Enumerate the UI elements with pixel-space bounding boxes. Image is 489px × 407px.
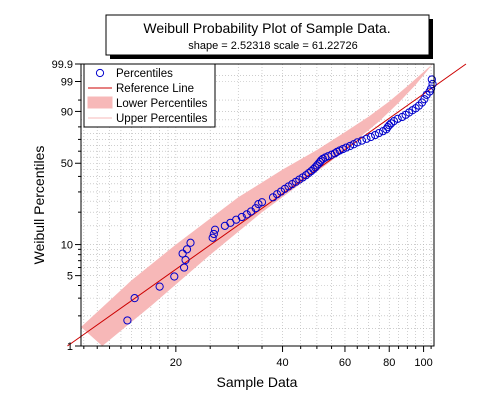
legend-frame bbox=[83, 63, 216, 128]
data-point bbox=[123, 316, 132, 325]
data-point bbox=[182, 245, 192, 254]
y-tick-label: 10 bbox=[61, 240, 73, 252]
data-point bbox=[179, 263, 189, 272]
legend-marker-percentiles bbox=[95, 68, 105, 78]
legend-label-reference-line: Reference Line bbox=[116, 83, 194, 95]
data-point bbox=[345, 141, 355, 151]
plot-frame bbox=[80, 63, 435, 347]
data-point bbox=[242, 210, 251, 219]
plot-area: 20 40 60 80 100 1 5 10 50 90 99 99.9 bbox=[52, 59, 467, 369]
y-tick-label: 5 bbox=[67, 271, 73, 283]
y-tick-label: 1 bbox=[67, 341, 73, 353]
data-point bbox=[385, 121, 394, 130]
x-tick-label: 60 bbox=[339, 357, 351, 369]
data-point bbox=[393, 114, 402, 123]
reference-line bbox=[67, 63, 467, 347]
legend-label-upper-percentiles: Upper Percentiles bbox=[116, 113, 208, 125]
data-point bbox=[301, 171, 311, 180]
data-point bbox=[387, 119, 396, 128]
y-axis-title: Weibull Percentiles bbox=[31, 146, 47, 265]
chart-subtitle: shape = 2.52318 scale = 61.22726 bbox=[188, 40, 357, 52]
data-points bbox=[123, 75, 437, 325]
x-axis-title: Sample Data bbox=[217, 374, 298, 390]
data-point bbox=[170, 272, 179, 281]
data-point bbox=[178, 249, 187, 258]
data-point bbox=[304, 169, 313, 178]
data-point bbox=[130, 294, 139, 303]
data-point bbox=[342, 143, 351, 152]
data-point bbox=[209, 229, 218, 239]
data-point bbox=[237, 212, 246, 222]
data-point bbox=[357, 136, 367, 145]
title-box-frame bbox=[105, 14, 430, 56]
data-point bbox=[362, 134, 371, 143]
data-point bbox=[427, 75, 436, 84]
y-tick-label: 50 bbox=[61, 158, 73, 170]
x-tick-label: 20 bbox=[170, 357, 182, 369]
x-tick-label: 40 bbox=[276, 357, 288, 369]
legend-label-percentiles: Percentiles bbox=[116, 68, 173, 80]
x-axis-ticks: 20 40 60 80 100 bbox=[83, 346, 433, 369]
data-point bbox=[420, 95, 429, 104]
data-point bbox=[317, 156, 326, 165]
grid bbox=[81, 63, 434, 346]
data-point bbox=[374, 128, 383, 138]
data-point bbox=[366, 132, 375, 142]
y-tick-label: 99 bbox=[61, 77, 73, 89]
x-tick-label: 100 bbox=[414, 357, 432, 369]
data-point bbox=[155, 282, 164, 291]
data-point bbox=[330, 149, 339, 158]
data-point bbox=[186, 238, 195, 247]
data-point bbox=[353, 138, 362, 147]
title-box: Weibull Probability Plot of Sample Data.… bbox=[105, 14, 433, 59]
data-point bbox=[257, 198, 267, 207]
legend-label-lower-percentiles: Lower Percentiles bbox=[116, 98, 208, 110]
legend-marker-lower-percentiles bbox=[87, 96, 113, 109]
chart-title: Weibull Probability Plot of Sample Data. bbox=[143, 20, 390, 36]
data-point bbox=[428, 79, 437, 89]
legend: Percentiles Reference Line Lower Percent… bbox=[83, 63, 216, 128]
y-tick-label: 99.9 bbox=[52, 59, 73, 71]
data-point bbox=[318, 154, 328, 163]
y-tick-label: 90 bbox=[61, 106, 73, 118]
data-point bbox=[208, 233, 217, 242]
y-axis-ticks: 1 5 10 50 90 99 99.9 bbox=[52, 59, 81, 353]
data-point bbox=[426, 84, 436, 93]
data-point bbox=[210, 225, 220, 234]
x-tick-label: 80 bbox=[383, 357, 395, 369]
data-point bbox=[251, 204, 260, 213]
